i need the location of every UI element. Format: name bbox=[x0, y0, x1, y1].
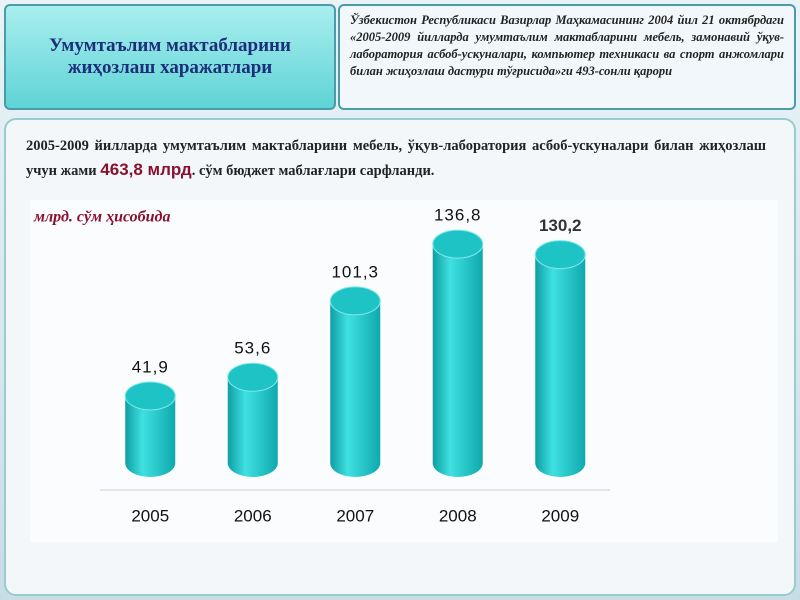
summary-total: 463,8 млрд bbox=[100, 160, 192, 179]
x-tick-label: 2008 bbox=[439, 506, 477, 525]
value-label: 136,8 bbox=[434, 206, 482, 225]
cylinder-body bbox=[432, 244, 483, 478]
unit-label: млрд. сўм ҳисобида bbox=[33, 209, 170, 226]
value-label: 41,9 bbox=[132, 357, 169, 376]
bar bbox=[124, 381, 176, 478]
x-tick-label: 2006 bbox=[234, 506, 272, 525]
cylinder-top bbox=[432, 229, 484, 259]
decree: Ўзбекистон Республикаси Вазирлар Маҳкама… bbox=[350, 13, 784, 78]
x-tick-label: 2009 bbox=[541, 506, 579, 525]
summary: 2005-2009 йилларда умумтаълим мактаблари… bbox=[26, 134, 766, 183]
cylinder-body bbox=[125, 395, 176, 478]
plot-area bbox=[30, 200, 778, 542]
bar bbox=[329, 286, 381, 478]
decree-box: Ўзбекистон Республикаси Вазирлар Маҳкама… bbox=[338, 4, 796, 110]
cylinder-top bbox=[227, 362, 279, 392]
x-tick-label: 2005 bbox=[131, 506, 169, 525]
cylinder-top bbox=[124, 381, 176, 411]
bar bbox=[534, 240, 586, 478]
value-label: 130,2 bbox=[539, 216, 582, 235]
cylinder-body bbox=[227, 377, 278, 478]
cylinder-top bbox=[329, 286, 381, 316]
summary-text: . сўм бюджет маблағлари сарфланди. bbox=[191, 163, 435, 179]
summary-text: 2005-2009 йилларда умумтаълим мактаблари… bbox=[26, 138, 766, 179]
cylinder-body bbox=[330, 300, 381, 478]
title-box: Умумтаълим мактабларини жиҳозлаш харажат… bbox=[4, 4, 336, 110]
value-label: 101,3 bbox=[331, 262, 379, 281]
title: Умумтаълим мактабларини жиҳозлаш харажат… bbox=[49, 35, 291, 78]
cylinder-top bbox=[534, 240, 586, 270]
cylinder-body bbox=[535, 254, 586, 478]
value-label: 53,6 bbox=[234, 339, 271, 358]
bar bbox=[432, 229, 484, 478]
x-tick-label: 2007 bbox=[336, 506, 374, 525]
bar bbox=[227, 362, 279, 478]
